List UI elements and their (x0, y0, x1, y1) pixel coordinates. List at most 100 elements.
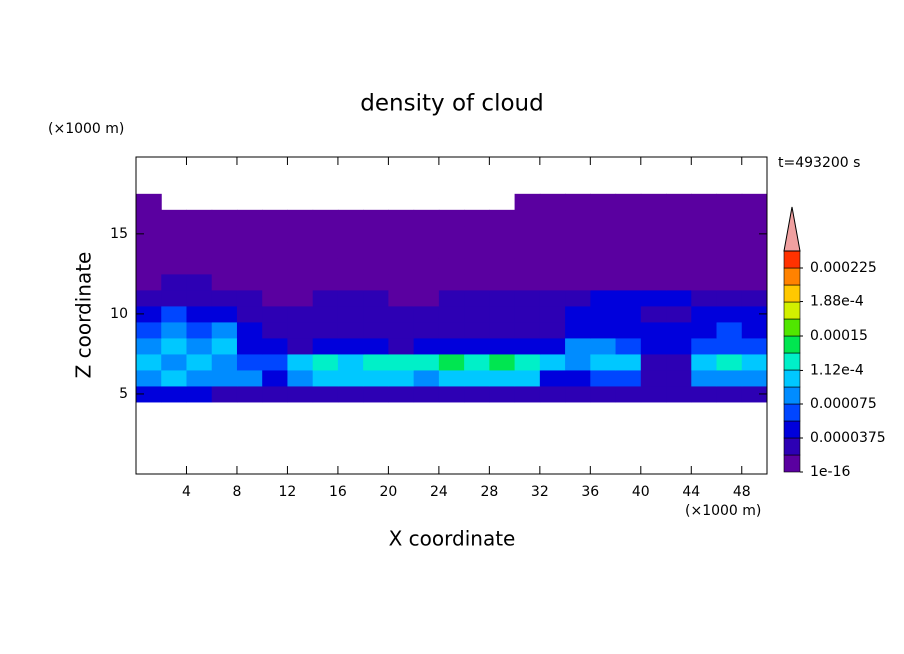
contour-cell (716, 193, 743, 211)
contour-cell (640, 257, 667, 275)
y-unit: (×1000 m) (48, 121, 124, 137)
contour-cell (590, 337, 617, 355)
contour-cell (489, 305, 516, 323)
contour-cell (565, 273, 591, 291)
contour-cell (287, 289, 314, 307)
contour-cell (211, 273, 238, 291)
colorbar-band (783, 386, 801, 405)
contour-cell (716, 369, 743, 387)
contour-cell (287, 241, 314, 259)
contour-cell (262, 321, 288, 339)
contour-cell (388, 353, 415, 371)
contour-cell (640, 241, 667, 259)
contour-cell (741, 369, 768, 387)
colorbar-band (783, 352, 801, 371)
contour-cell (161, 385, 187, 403)
contour-cell (438, 241, 465, 259)
contour-cell (539, 369, 566, 387)
colorbar-band (783, 250, 801, 269)
contour-cell (236, 305, 263, 323)
contour-cell (262, 385, 288, 403)
contour-cell (211, 321, 238, 339)
contour-cell (539, 273, 566, 291)
contour-cell (666, 225, 692, 243)
colorbar-band (783, 335, 801, 354)
contour-cell (236, 337, 263, 355)
contour-cell (312, 353, 339, 371)
contour-cell (741, 353, 768, 371)
contour-cell (716, 257, 743, 275)
contour-cell (312, 321, 339, 339)
contour-cell (186, 305, 213, 323)
time-annotation: t=493200 s (778, 155, 860, 171)
contour-cell (489, 321, 516, 339)
contour-cell (514, 257, 541, 275)
colorbar-label: 0.00015 (810, 328, 868, 344)
colorbar-label: 1e-16 (810, 464, 850, 480)
contour-cell (211, 369, 238, 387)
contour-cell (312, 257, 339, 275)
contour-cell (211, 241, 238, 259)
contour-cell (741, 337, 768, 355)
contour-cell (211, 209, 238, 227)
contour-cell (716, 273, 743, 291)
contour-cell (615, 241, 642, 259)
contour-cell (539, 257, 566, 275)
x-tick-label: 12 (279, 484, 297, 500)
contour-cell (438, 321, 465, 339)
contour-cell (741, 305, 768, 323)
contour-cell (691, 209, 718, 227)
contour-cell (413, 225, 440, 243)
contour-cell (236, 241, 263, 259)
x-tick-label: 20 (379, 484, 397, 500)
colorbar-band (783, 420, 801, 439)
contour-cell (312, 241, 339, 259)
contour-cell (539, 289, 566, 307)
contour-cell (741, 273, 768, 291)
colorbar-band (783, 369, 801, 388)
colorbar-band (783, 454, 801, 473)
contour-cell (363, 241, 389, 259)
contour-cell (514, 385, 541, 403)
contour-cell (640, 369, 667, 387)
contour-cell (287, 225, 314, 243)
contour-cell (666, 289, 692, 307)
contour-cell (565, 385, 591, 403)
contour-cell (236, 353, 263, 371)
contour-cell (363, 369, 389, 387)
colorbar-label: 0.000225 (810, 260, 877, 276)
contour-cell (514, 209, 541, 227)
contour-cell (337, 241, 364, 259)
contour-cell (186, 353, 213, 371)
x-tick-label: 36 (581, 484, 599, 500)
contour-cell (161, 209, 187, 227)
contour-cell (262, 337, 288, 355)
contour-cell (262, 369, 288, 387)
contour-cell (464, 385, 490, 403)
contour-cell (489, 369, 516, 387)
contour-cell (640, 273, 667, 291)
contour-cell (464, 369, 490, 387)
contour-cell (565, 241, 591, 259)
contour-cell (640, 385, 667, 403)
contour-cell (287, 321, 314, 339)
contour-cell (590, 209, 617, 227)
contour-cell (136, 385, 162, 403)
contour-cell (287, 209, 314, 227)
contour-cell (413, 273, 440, 291)
contour-cell (413, 321, 440, 339)
contour-cell (489, 225, 516, 243)
contour-cell (716, 225, 743, 243)
contour-cell (691, 193, 718, 211)
contour-cell (489, 385, 516, 403)
contour-cell (136, 193, 162, 211)
colorbar-label: 0.0000375 (810, 430, 886, 446)
contour-cell (539, 385, 566, 403)
contour-cell (136, 321, 162, 339)
contour-cell (716, 385, 743, 403)
contour-cell (489, 241, 516, 259)
contour-cell (186, 273, 213, 291)
contour-cell (640, 321, 667, 339)
contour-cell (161, 369, 187, 387)
contour-cell (438, 385, 465, 403)
